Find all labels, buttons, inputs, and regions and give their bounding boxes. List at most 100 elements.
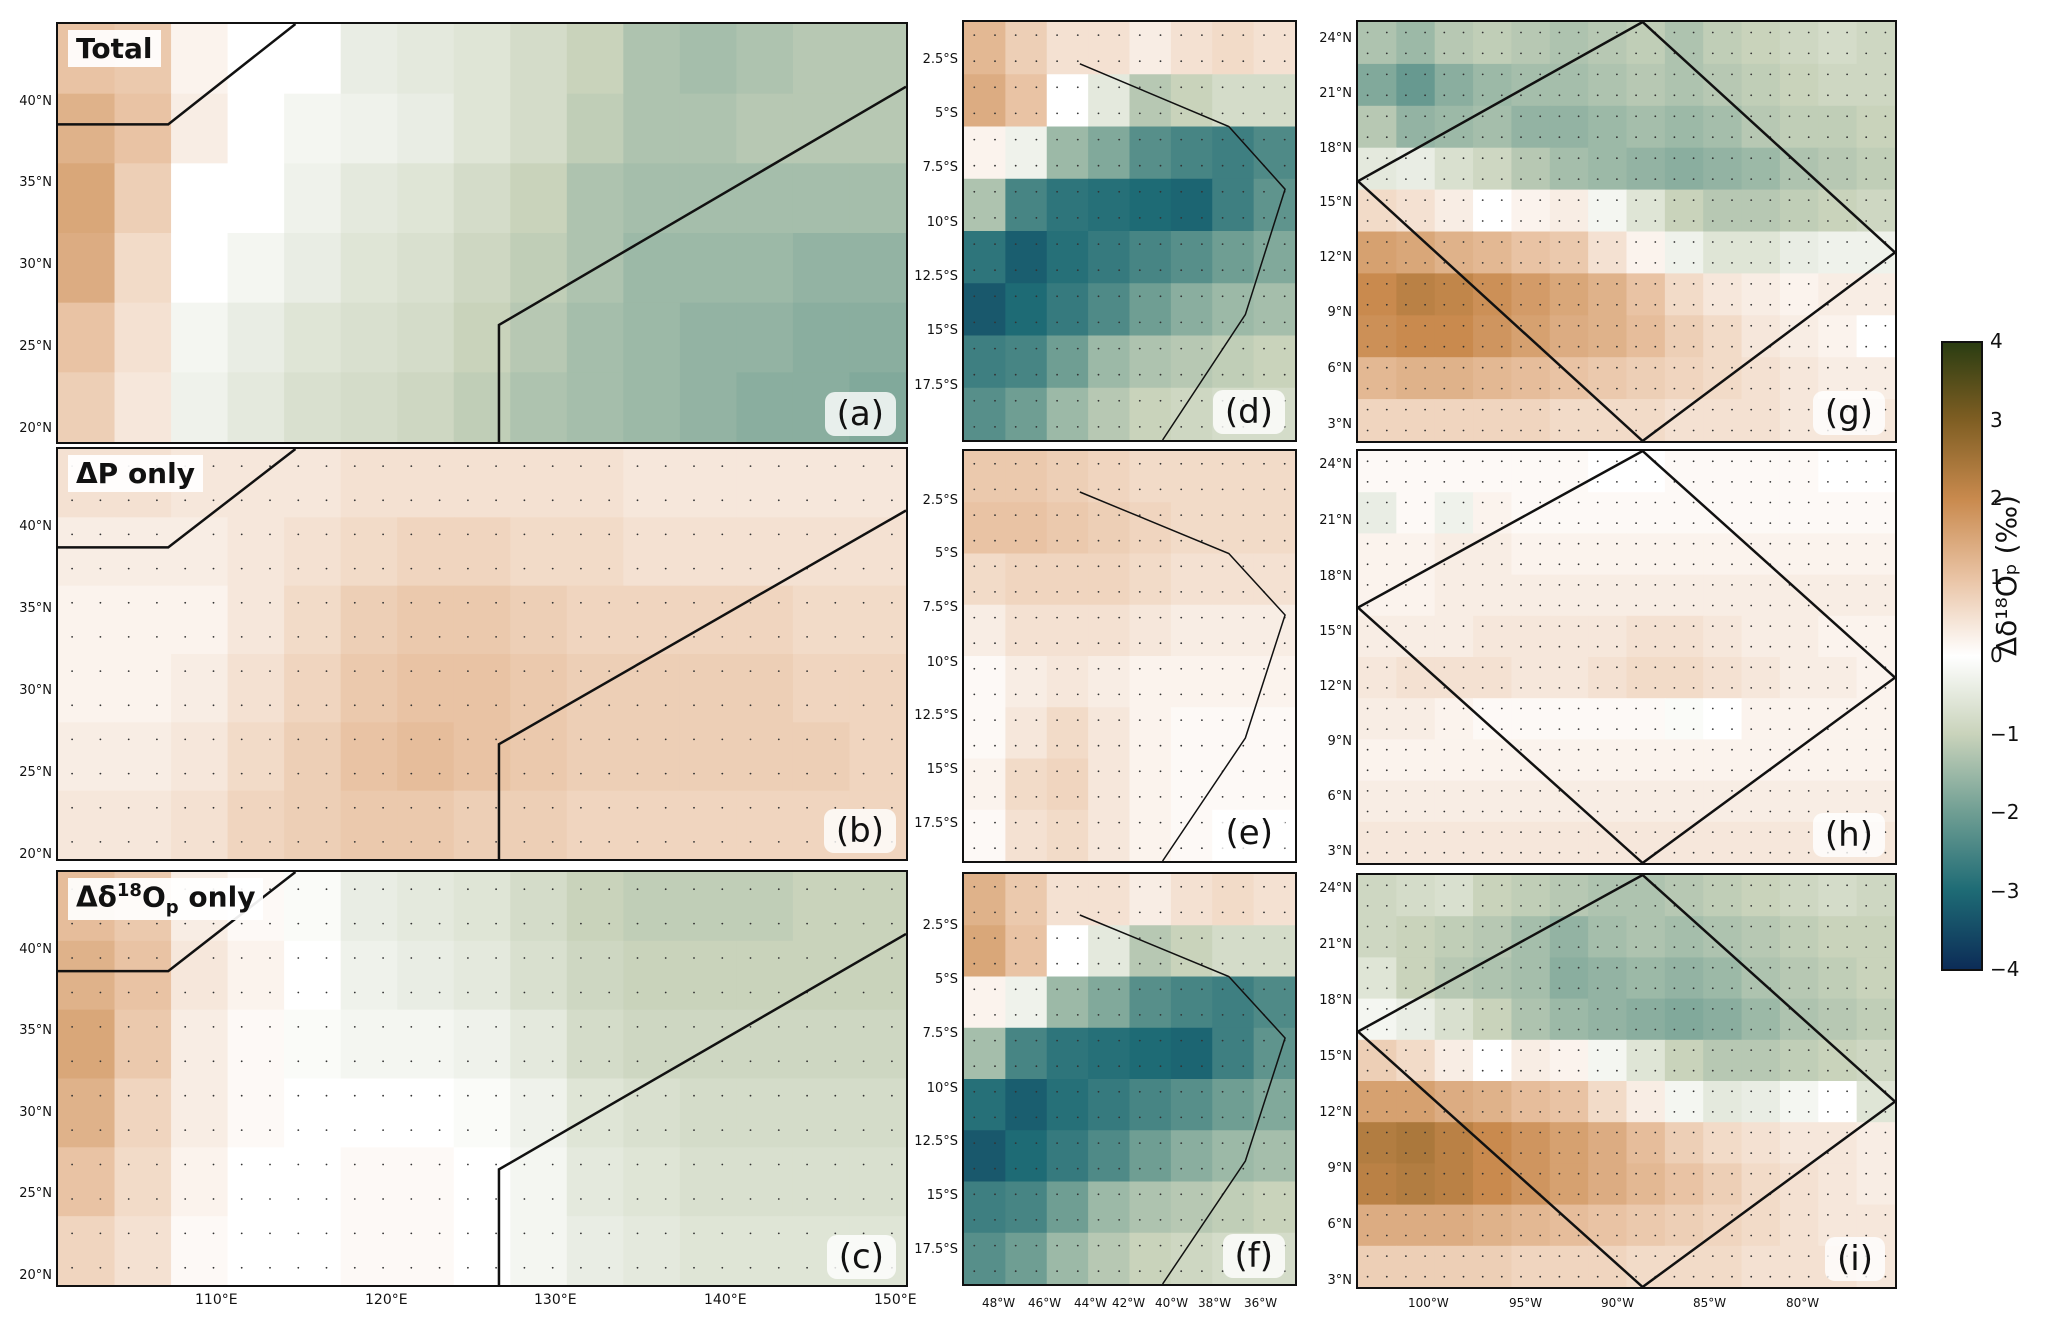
significance-dot — [1263, 539, 1265, 542]
significance-dot — [240, 601, 243, 604]
heatmap-cell — [1626, 273, 1666, 316]
significance-dot — [1221, 591, 1224, 593]
heatmap-cell — [1779, 1122, 1819, 1164]
significance-dot — [1539, 178, 1542, 181]
significance-dot — [1539, 1255, 1542, 1257]
significance-dot — [777, 991, 780, 994]
significance-dot — [1118, 539, 1121, 542]
significance-dot — [353, 772, 356, 775]
heatmap-cell — [1396, 574, 1436, 617]
significance-dot — [664, 922, 667, 925]
significance-dot — [1711, 1214, 1714, 1216]
significance-dot — [551, 922, 554, 925]
significance-dot — [1221, 514, 1224, 516]
significance-dot — [1711, 790, 1714, 792]
significance-dot — [973, 514, 976, 516]
heatmap-cell — [1005, 178, 1048, 232]
significance-dot — [269, 841, 271, 843]
significance-dot — [1846, 987, 1848, 990]
significance-dot — [212, 533, 215, 536]
significance-dot — [1242, 34, 1245, 36]
significance-dot — [1118, 1244, 1121, 1247]
heatmap-cell — [1818, 315, 1858, 358]
significance-dot — [1750, 1028, 1753, 1031]
significance-dot — [1201, 667, 1203, 670]
heatmap-cell — [1129, 74, 1172, 128]
significance-dot — [212, 567, 215, 570]
significance-dot — [1807, 1090, 1810, 1093]
significance-dot — [1731, 1275, 1733, 1278]
significance-dot — [1692, 366, 1695, 369]
heatmap-cell — [1396, 821, 1436, 863]
significance-dot — [1242, 642, 1245, 645]
significance-dot — [973, 565, 976, 568]
heatmap-cell — [1358, 492, 1397, 534]
heatmap-cell — [849, 872, 906, 942]
significance-dot — [1056, 565, 1058, 568]
significance-dot — [1443, 283, 1446, 285]
significance-dot — [1385, 52, 1388, 55]
significance-dot — [495, 533, 497, 536]
significance-dot — [1385, 1193, 1388, 1196]
significance-dot — [1263, 911, 1265, 914]
significance-dot — [1692, 707, 1695, 710]
significance-dot — [1056, 399, 1058, 402]
significance-dot — [1846, 687, 1848, 689]
significance-dot — [523, 1129, 526, 1131]
significance-dot — [1731, 925, 1733, 928]
significance-dot — [1462, 1193, 1465, 1196]
significance-dot — [1500, 1028, 1503, 1031]
significance-dot — [1500, 366, 1503, 369]
significance-dot — [1424, 1234, 1426, 1237]
significance-dot — [1443, 94, 1446, 97]
heatmap-cell — [1358, 1163, 1397, 1206]
significance-dot — [71, 1026, 73, 1028]
significance-dot — [1731, 366, 1733, 369]
significance-dot — [1014, 86, 1017, 89]
significance-dot — [551, 465, 554, 467]
heatmap-cell — [1396, 875, 1436, 917]
significance-dot — [1654, 1008, 1657, 1010]
significance-dot — [1424, 905, 1426, 907]
significance-dot — [1056, 426, 1058, 428]
significance-dot — [721, 601, 724, 604]
significance-dot — [973, 1142, 976, 1144]
significance-dot — [1750, 645, 1753, 648]
significance-dot — [1807, 790, 1810, 792]
significance-dot — [1180, 962, 1183, 965]
heatmap-cell — [736, 1147, 794, 1217]
significance-dot — [1884, 283, 1887, 285]
significance-dot — [1635, 73, 1637, 76]
significance-dot — [721, 670, 724, 672]
significance-dot — [1558, 1214, 1561, 1216]
significance-dot — [1443, 408, 1446, 411]
significance-dot — [1283, 796, 1286, 798]
significance-dot — [1577, 387, 1580, 390]
significance-dot — [1118, 847, 1121, 850]
significance-dot — [1635, 241, 1637, 243]
significance-dot — [1692, 178, 1695, 181]
significance-dot — [1520, 625, 1522, 627]
colorbar-tick-label: 4 — [1990, 329, 2003, 353]
significance-dot — [1424, 987, 1426, 990]
heatmap-cell — [1703, 1163, 1743, 1206]
significance-dot — [1443, 262, 1446, 264]
significance-dot — [1405, 73, 1407, 76]
significance-dot — [1750, 831, 1753, 833]
heatmap-cell — [1358, 916, 1397, 958]
significance-dot — [1520, 324, 1522, 327]
heatmap-cell — [1005, 707, 1048, 760]
significance-dot — [636, 1266, 639, 1269]
significance-dot — [1014, 112, 1017, 115]
significance-dot — [1577, 925, 1580, 928]
heatmap-cell — [1170, 1079, 1213, 1131]
significance-dot — [1711, 52, 1714, 55]
significance-dot — [1500, 905, 1503, 907]
significance-dot — [1180, 642, 1183, 645]
significance-dot — [1035, 667, 1038, 670]
significance-dot — [1846, 366, 1848, 369]
significance-dot — [1076, 1167, 1079, 1170]
significance-dot — [1263, 373, 1265, 376]
significance-dot — [1577, 563, 1580, 566]
significance-dot — [1596, 946, 1599, 948]
